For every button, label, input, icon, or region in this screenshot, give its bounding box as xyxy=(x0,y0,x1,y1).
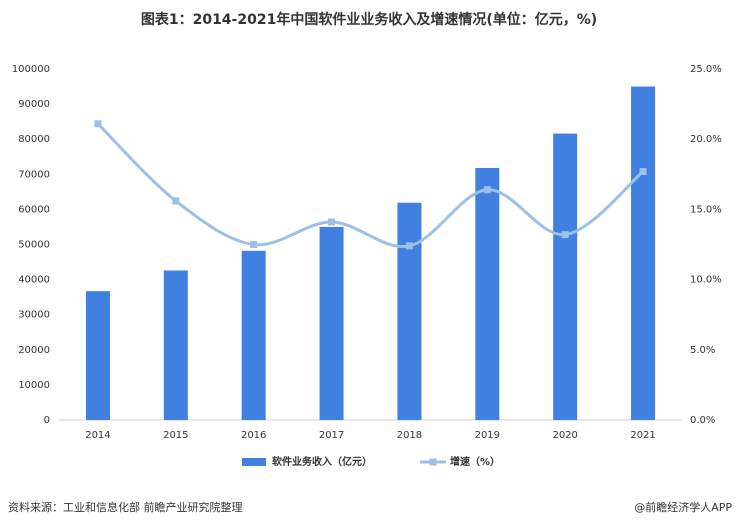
bar xyxy=(85,291,110,420)
y-tick-label: 0 xyxy=(44,415,50,426)
y-tick-label: 40000 xyxy=(18,275,50,286)
line-marker xyxy=(561,231,569,239)
y-tick-label: 70000 xyxy=(18,169,50,180)
y-tick-label: 60000 xyxy=(18,204,50,215)
line-marker xyxy=(328,218,336,226)
y2-tick-label: 25.0% xyxy=(690,64,722,75)
bar xyxy=(475,167,500,420)
bar xyxy=(241,250,266,420)
bar xyxy=(163,270,188,420)
legend-label: 增速（%） xyxy=(450,455,500,468)
x-tick-label: 2015 xyxy=(163,430,188,441)
line-marker xyxy=(94,120,102,128)
line-marker xyxy=(250,241,258,248)
bar xyxy=(553,133,578,421)
legend-label: 软件业务收入（亿元） xyxy=(272,455,372,468)
y2-tick-label: 15.0% xyxy=(690,204,722,215)
y2-tick-label: 0.0% xyxy=(690,415,715,426)
line-marker xyxy=(172,197,180,205)
legend-swatch xyxy=(242,458,266,466)
line xyxy=(96,122,645,249)
line-marker xyxy=(483,186,491,194)
source: 资料来源：工业和信息化部 前瞻产业研究院整理 xyxy=(8,500,243,514)
line-marker xyxy=(639,167,647,175)
y2-tick-label: 20.0% xyxy=(690,134,722,145)
y-tick-label: 20000 xyxy=(18,345,50,356)
x-tick-label: 2016 xyxy=(241,430,266,441)
y-tick-label: 80000 xyxy=(18,134,50,145)
y2-tick-label: 10.0% xyxy=(690,275,722,286)
x-tick-label: 2020 xyxy=(552,430,577,441)
attribution: @前瞻经济学人APP xyxy=(634,500,732,514)
line-marker xyxy=(405,242,413,250)
bar xyxy=(319,226,344,420)
x-tick-label: 2019 xyxy=(475,430,500,441)
y-tick-label: 90000 xyxy=(18,99,50,110)
bar xyxy=(397,202,422,420)
y-tick-label: 100000 xyxy=(12,64,50,75)
y2-tick-label: 5.0% xyxy=(690,345,715,356)
legend-swatch xyxy=(429,458,437,466)
bar xyxy=(631,86,656,421)
x-tick-label: 2021 xyxy=(630,430,655,441)
chart-title: 图表1：2014-2021年中国软件业业务收入及增速情况(单位：亿元，%) xyxy=(141,11,597,28)
x-tick-label: 2014 xyxy=(85,430,110,441)
x-tick-label: 2018 xyxy=(397,430,422,441)
y-tick-label: 10000 xyxy=(18,380,50,391)
y-tick-label: 50000 xyxy=(18,240,50,251)
y-tick-label: 30000 xyxy=(18,310,50,321)
x-tick-label: 2017 xyxy=(319,430,344,441)
